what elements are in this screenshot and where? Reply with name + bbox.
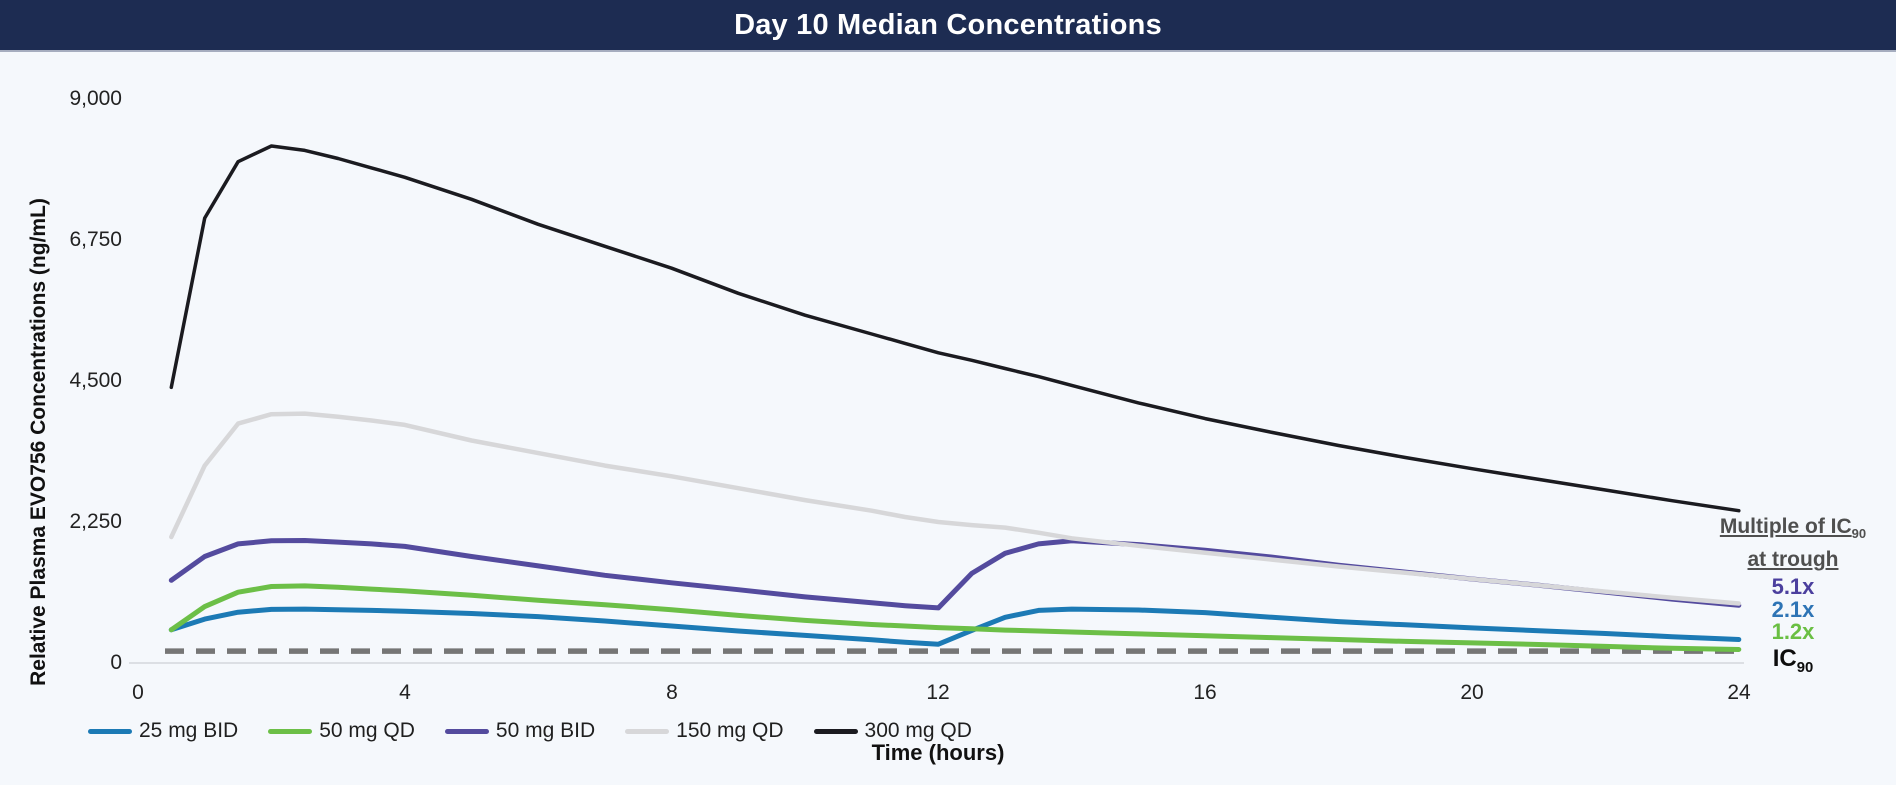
multiple-value-2-1x: 2.1x [1771, 596, 1815, 622]
x-tick-label-8: 8 [666, 681, 678, 704]
x-tick-label-16: 16 [1193, 681, 1217, 704]
series-line-150-mg-qd [169, 411, 1742, 606]
series-line-25-mg-bid [168, 606, 1742, 647]
y-tick-label-9000: 9,000 [69, 87, 122, 110]
x-tick-label-20: 20 [1460, 681, 1484, 704]
series-line-50-mg-bid [168, 538, 1742, 611]
line-swatch-icon [813, 728, 858, 734]
y-tick-label-4500: 4,500 [69, 369, 122, 392]
annotation-values: 5.1x 2.1x 1.2x [1690, 576, 1896, 644]
x-tick-label-0: 0 [132, 681, 144, 704]
legend-item-50mg-bid: 50 mg BID [444, 719, 596, 743]
legend-label: 50 mg QD [319, 719, 415, 742]
x-tick-label-24: 24 [1727, 681, 1751, 704]
multiple-value-1-2x: 1.2x [1771, 619, 1815, 645]
legend-label: 150 mg QD [676, 719, 784, 742]
x-tick-label-12: 12 [926, 681, 950, 704]
series-line-50-mg-qd [168, 583, 1742, 652]
x-axis-title: Time (hours) [871, 740, 1005, 765]
line-swatch-icon [268, 728, 313, 734]
legend: 25 mg BID 50 mg QD 50 mg BID 150 mg QD 3… [88, 718, 972, 744]
legend-label: 300 mg QD [864, 719, 972, 742]
title-bar: Day 10 Median Concentrations [0, 0, 1896, 52]
x-tick-label-4: 4 [399, 681, 411, 704]
legend-label: 50 mg BID [495, 719, 596, 742]
concentration-chart: Relative Plasma EVO756 Concentrations (n… [0, 52, 1896, 785]
series-line-300-mg-qd [169, 144, 1741, 513]
legend-item-50mg-qd: 50 mg QD [268, 719, 415, 743]
legend-item-25mg-bid: 25 mg BID [88, 719, 238, 743]
line-swatch-icon [444, 728, 489, 734]
legend-item-150mg-qd: 150 mg QD [625, 719, 784, 743]
legend-label: 25 mg BID [139, 719, 239, 742]
y-tick-label-0: 0 [110, 651, 122, 674]
multiple-value-5-1x: 5.1x [1771, 574, 1815, 600]
y-tick-label-2250: 2,250 [69, 510, 122, 533]
legend-item-300mg-qd: 300 mg QD [813, 719, 972, 743]
line-swatch-icon [625, 728, 670, 734]
page-title: Day 10 Median Concentrations [734, 8, 1162, 41]
ic90-multiple-annotation: Multiple of IC90 at trough 5.1x 2.1x 1.2… [1690, 514, 1896, 680]
y-tick-label-6750: 6,750 [69, 228, 122, 251]
annotation-heading: Multiple of IC90 at trough [1719, 515, 1867, 572]
line-swatch-icon [88, 728, 132, 734]
ic90-label: IC90 [1772, 644, 1814, 676]
